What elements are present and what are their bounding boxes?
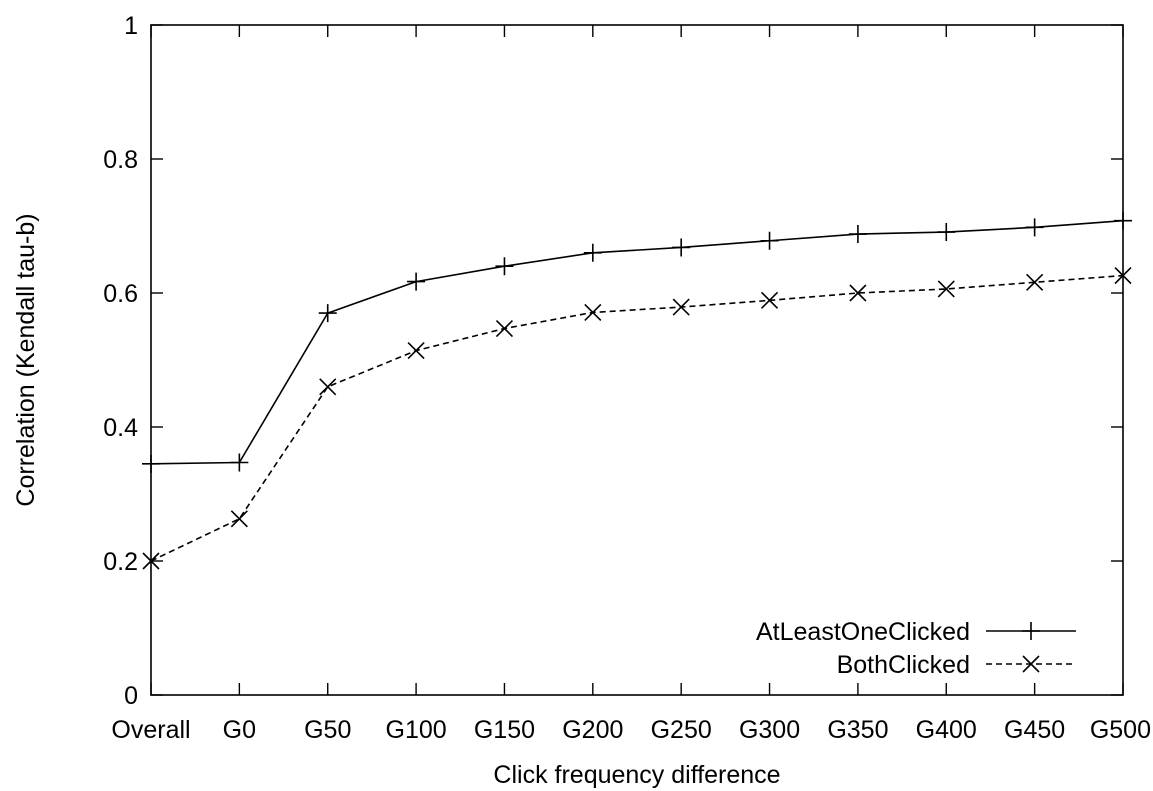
series-layer bbox=[142, 211, 1132, 570]
x-tick-label: G400 bbox=[916, 716, 977, 744]
legend-label: BothClicked bbox=[837, 651, 970, 679]
x-tick-label: G0 bbox=[223, 716, 256, 744]
y-tick-label: 0.6 bbox=[103, 280, 138, 308]
data-point bbox=[937, 280, 955, 298]
data-point bbox=[1025, 218, 1044, 237]
plot-frame bbox=[150, 24, 1124, 696]
y-tick-label: 1 bbox=[124, 12, 138, 40]
x-tick-label: G250 bbox=[651, 716, 712, 744]
series-AtLeastOneClicked bbox=[142, 211, 1132, 473]
data-point bbox=[1026, 273, 1044, 291]
data-point bbox=[583, 243, 602, 262]
data-point bbox=[142, 552, 160, 570]
x-tick-label: G150 bbox=[474, 716, 535, 744]
series-line bbox=[150, 274, 1124, 562]
data-point bbox=[407, 272, 426, 291]
data-point bbox=[407, 342, 425, 360]
data-point bbox=[142, 454, 160, 473]
x-tick-label: G300 bbox=[739, 716, 800, 744]
x-tick-label: G200 bbox=[562, 716, 623, 744]
x-tick-label: G500 bbox=[1090, 716, 1151, 744]
y-tick-label: 0.4 bbox=[103, 414, 138, 442]
data-point bbox=[230, 510, 248, 528]
data-point bbox=[849, 284, 867, 302]
data-point bbox=[760, 291, 779, 309]
series-BothClicked bbox=[142, 267, 1132, 570]
x-tick-label: G50 bbox=[304, 716, 351, 744]
data-point bbox=[672, 298, 690, 316]
series-line bbox=[150, 219, 1124, 465]
data-point bbox=[495, 257, 514, 276]
legend-marker bbox=[1022, 622, 1040, 640]
x-tick-label: G350 bbox=[827, 716, 888, 744]
data-point bbox=[319, 378, 337, 396]
data-point bbox=[495, 319, 514, 338]
legend-label: AtLeastOneClicked bbox=[756, 618, 970, 646]
legend: AtLeastOneClicked BothClicked bbox=[756, 618, 1076, 679]
y-tick-label: 0 bbox=[124, 682, 138, 710]
y-tick-label: 0.2 bbox=[103, 548, 138, 576]
data-point bbox=[937, 223, 956, 242]
data-point bbox=[672, 238, 691, 257]
data-point bbox=[584, 303, 602, 321]
x-tick-label: G100 bbox=[386, 716, 447, 744]
x-tick-label: G450 bbox=[1004, 716, 1065, 744]
data-point bbox=[760, 231, 779, 250]
data-point bbox=[1114, 211, 1132, 230]
data-point bbox=[1114, 267, 1132, 285]
legend-marker bbox=[1022, 655, 1040, 673]
axis-ticks: 0 0.2 0.4 0.6 0.8 1 Overall G0 G50 G100 G150 G200 G2… bbox=[103, 12, 1151, 744]
data-point bbox=[318, 304, 337, 323]
x-tick-label: Overall bbox=[111, 716, 190, 744]
x-axis-title: Click frequency difference bbox=[493, 761, 780, 789]
data-point bbox=[230, 453, 249, 472]
y-axis-title: Correlation (Kendall tau-b) bbox=[12, 213, 40, 506]
data-point bbox=[848, 225, 867, 244]
y-tick-label: 0.8 bbox=[103, 146, 138, 174]
